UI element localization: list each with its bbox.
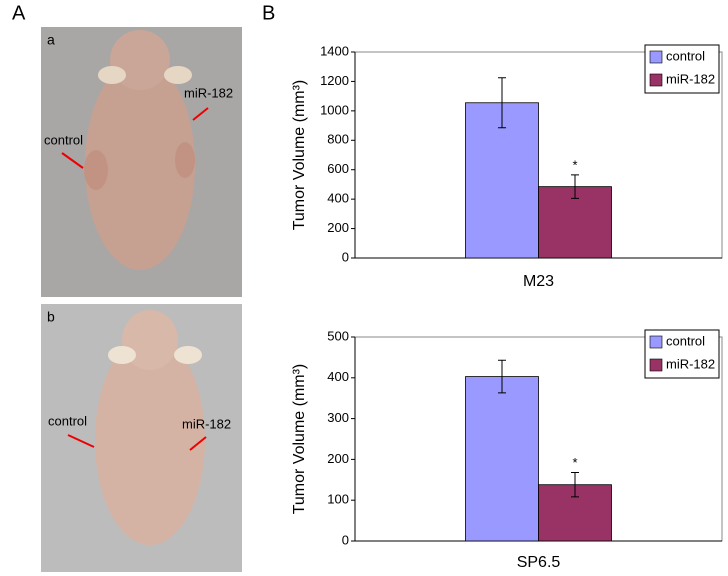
error-bar xyxy=(498,77,506,129)
photo xyxy=(41,304,242,572)
y-tick-label: 1400 xyxy=(320,43,349,58)
annotation: miR-182 xyxy=(184,85,233,100)
arrow xyxy=(192,107,209,121)
bar xyxy=(465,102,539,259)
x-tick-label: M23 xyxy=(523,273,554,290)
y-tick-label: 200 xyxy=(327,451,349,466)
legend-label: miR-182 xyxy=(666,356,715,371)
legend-label: control xyxy=(666,333,705,348)
y-axis-label: Tumor Volume (mm³) xyxy=(291,80,308,231)
y-tick-label: 800 xyxy=(327,132,349,147)
arrow xyxy=(67,434,95,448)
y-tick-label: 1000 xyxy=(320,102,349,117)
legend-swatch xyxy=(649,335,663,349)
y-axis-label: Tumor Volume (mm³) xyxy=(291,364,308,515)
y-tick-label: 300 xyxy=(327,410,349,425)
significance-mark: * xyxy=(572,157,577,172)
legend-label: control xyxy=(666,48,705,63)
annotation: control xyxy=(44,132,83,147)
photo-label: b xyxy=(47,309,55,325)
error-bar xyxy=(571,174,579,199)
annotation: control xyxy=(48,413,87,428)
error-bar xyxy=(498,359,506,394)
y-tick-label: 100 xyxy=(327,492,349,507)
y-tick-label: 0 xyxy=(342,249,349,264)
photo-label: a xyxy=(47,32,55,48)
y-tick-label: 400 xyxy=(327,191,349,206)
arrow xyxy=(189,436,207,451)
panel-label: A xyxy=(12,2,26,24)
legend-swatch xyxy=(649,73,663,87)
x-tick-label: SP6.5 xyxy=(517,554,561,571)
annotation: miR-182 xyxy=(182,416,231,431)
y-tick-label: 600 xyxy=(327,161,349,176)
panel-label: B xyxy=(262,2,275,24)
legend-swatch xyxy=(649,50,663,64)
photo xyxy=(41,27,242,297)
y-tick-label: 1200 xyxy=(320,73,349,88)
error-bar xyxy=(571,471,579,498)
y-tick-label: 500 xyxy=(327,328,349,343)
y-tick-label: 400 xyxy=(327,369,349,384)
bar xyxy=(465,376,539,542)
legend-swatch xyxy=(649,358,663,372)
significance-mark: * xyxy=(572,455,577,470)
arrow xyxy=(61,152,84,169)
y-tick-label: 0 xyxy=(342,532,349,547)
legend-label: miR-182 xyxy=(666,71,715,86)
y-tick-label: 200 xyxy=(327,220,349,235)
